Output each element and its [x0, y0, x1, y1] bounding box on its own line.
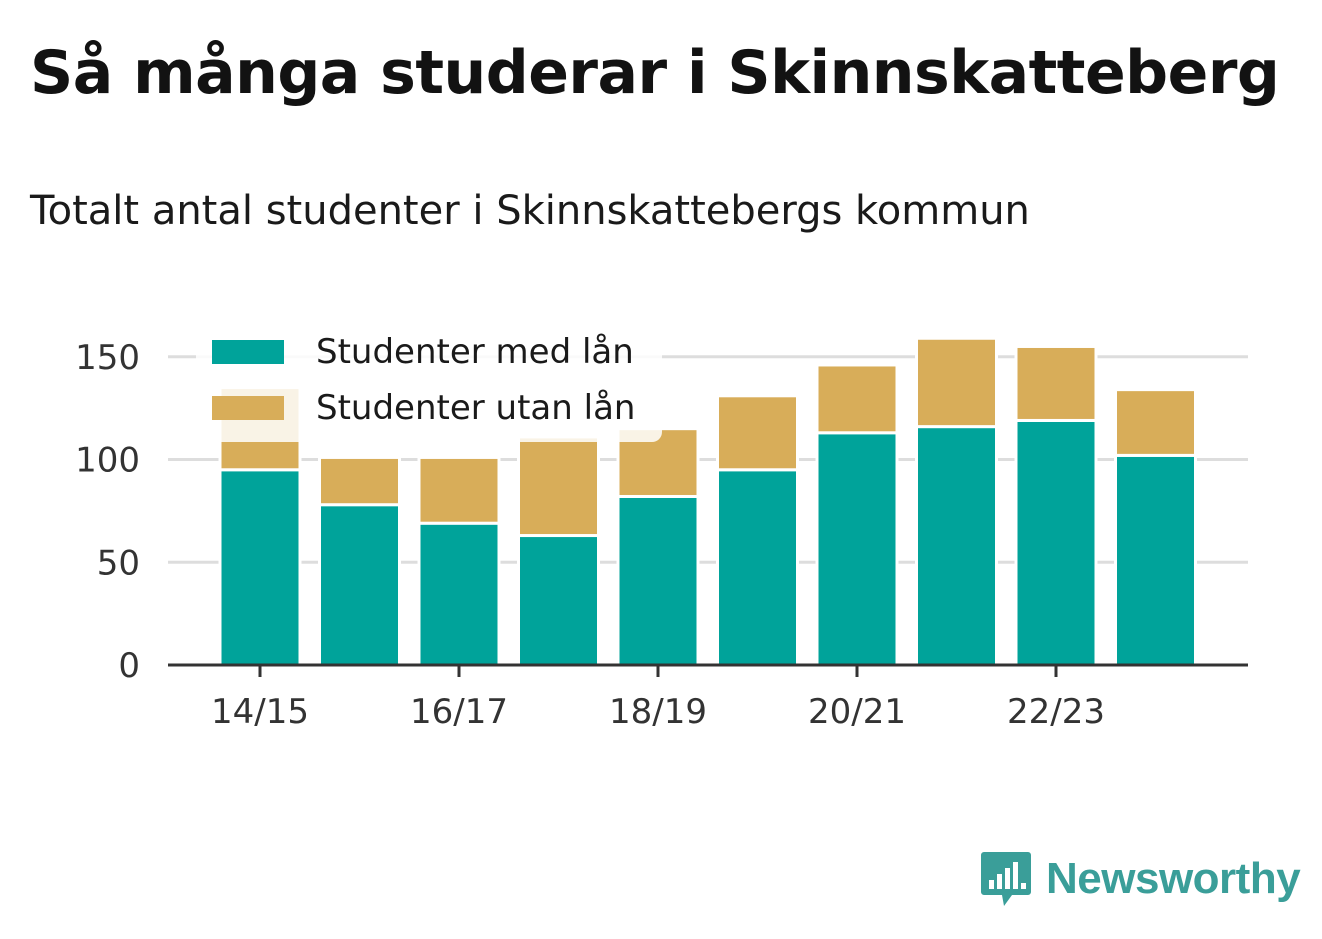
- bar-without-loan-22-23: [1014, 344, 1098, 422]
- x-tick-label-22-23: 22/23: [1007, 692, 1105, 732]
- y-tick-label-0: 0: [118, 646, 140, 686]
- bar-without-loan-16-17: [417, 455, 501, 525]
- legend-swatch-with-loan: [212, 340, 284, 364]
- chart-subtitle: Totalt antal studenter i Skinnskatteberg…: [30, 188, 1030, 234]
- chart-title: Så många studerar i Skinnskatteberg: [30, 38, 1280, 108]
- y-tick-label-100: 100: [75, 441, 140, 481]
- bar-without-loan-17-18: [517, 435, 600, 538]
- x-tick-label-16-17: 16/17: [410, 692, 508, 732]
- bar-with-loan-18-19: [616, 494, 700, 667]
- bar-without-loan-15-16: [318, 455, 401, 507]
- bar-without-loan-20-21: [815, 363, 899, 435]
- bar-without-loan-23-24: [1114, 388, 1197, 457]
- bar-with-loan-14-15: [218, 468, 302, 667]
- x-tick-label-14-15: 14/15: [211, 692, 309, 732]
- bar-with-loan-17-18: [517, 534, 600, 667]
- legend-item-with-loan: Studenter med lån: [212, 332, 634, 372]
- legend-label-without-loan: Studenter utan lån: [316, 388, 636, 428]
- bar-with-loan-19-20: [716, 468, 799, 667]
- bar-without-loan-19-20: [716, 394, 799, 472]
- bar-chart-speech-bubble-icon: [981, 852, 1031, 906]
- x-tick-label-18-19: 18/19: [609, 692, 707, 732]
- x-tick-label-20-21: 20/21: [808, 692, 906, 732]
- y-tick-label-50: 50: [97, 543, 140, 583]
- bar-with-loan-16-17: [417, 521, 501, 667]
- bar-with-loan-15-16: [318, 503, 401, 667]
- bar-without-loan-21-22: [915, 336, 998, 429]
- legend-swatch-without-loan: [212, 396, 284, 420]
- brand-name: Newsworthy: [1046, 854, 1301, 903]
- bar-with-loan-23-24: [1114, 453, 1197, 667]
- chart-legend: Studenter med lån Studenter utan lån: [196, 320, 662, 442]
- y-tick-label-150: 150: [75, 338, 140, 378]
- bar-with-loan-20-21: [815, 431, 899, 667]
- bar-with-loan-21-22: [915, 425, 998, 667]
- legend-label-with-loan: Studenter med lån: [316, 332, 634, 372]
- legend-item-without-loan: Studenter utan lån: [212, 388, 635, 428]
- bar-with-loan-22-23: [1014, 418, 1098, 667]
- newsworthy-logo: Newsworthy: [980, 850, 1301, 908]
